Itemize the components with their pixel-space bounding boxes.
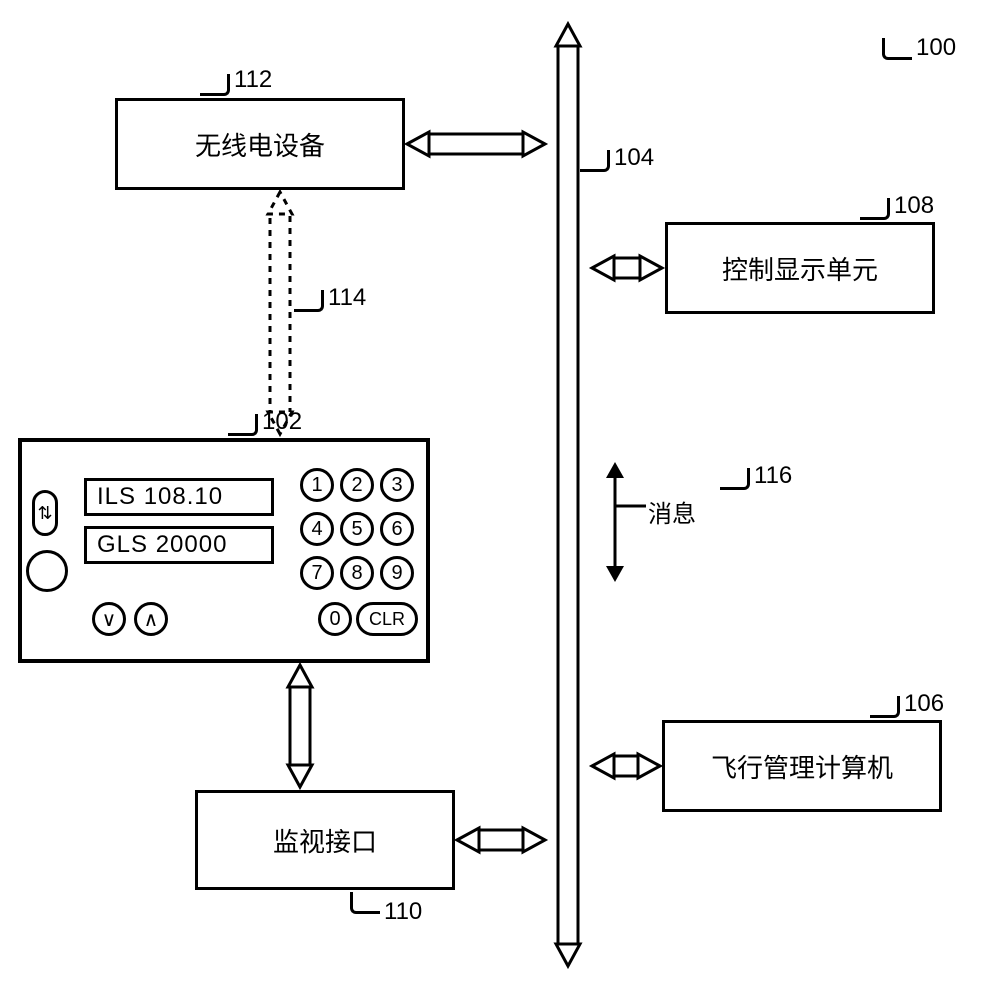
- tick-110: [350, 892, 380, 914]
- tune-knob[interactable]: [26, 550, 68, 592]
- swap-knob[interactable]: ⇅: [32, 490, 58, 536]
- down-button[interactable]: ∨: [92, 602, 126, 636]
- tick-108: [860, 198, 890, 220]
- swap-icon: ⇅: [37, 503, 52, 524]
- ref-100: 100: [916, 34, 956, 62]
- ref-102: 102: [262, 408, 302, 436]
- key-4[interactable]: 4: [300, 512, 334, 546]
- tick-102: [228, 414, 258, 436]
- key-2[interactable]: 2: [340, 468, 374, 502]
- tick-106: [870, 696, 900, 718]
- clear-button[interactable]: CLR: [356, 602, 418, 636]
- block-radio: 无线电设备: [115, 98, 405, 190]
- block-radio-label: 无线电设备: [195, 126, 325, 163]
- block-monitor-label: 监视接口: [273, 822, 377, 859]
- display-line-2: GLS 20000: [84, 526, 274, 564]
- key-6[interactable]: 6: [380, 512, 414, 546]
- key-9[interactable]: 9: [380, 556, 414, 590]
- display-line-1: ILS 108.10: [84, 478, 274, 516]
- key-5[interactable]: 5: [340, 512, 374, 546]
- key-7[interactable]: 7: [300, 556, 334, 590]
- block-cdu: 控制显示单元: [665, 222, 935, 314]
- message-label: 消息: [648, 494, 696, 529]
- tick-116: [720, 468, 750, 490]
- ref-114: 114: [328, 284, 366, 312]
- ref-106: 106: [904, 690, 944, 718]
- block-fmc-label: 飞行管理计算机: [711, 748, 893, 785]
- ref-110: 110: [384, 898, 422, 926]
- key-0[interactable]: 0: [318, 602, 352, 636]
- tick-100: [882, 38, 912, 60]
- tick-104: [580, 150, 610, 172]
- control-panel: ⇅ ILS 108.10 GLS 20000 ∨ ∧ 1 2 3 4 5 6 7…: [18, 438, 430, 663]
- key-3[interactable]: 3: [380, 468, 414, 502]
- block-cdu-label: 控制显示单元: [722, 250, 878, 287]
- tick-112: [200, 74, 230, 96]
- ref-104: 104: [614, 144, 654, 172]
- up-button[interactable]: ∧: [134, 602, 168, 636]
- ref-112: 112: [234, 66, 272, 94]
- key-1[interactable]: 1: [300, 468, 334, 502]
- tick-114: [294, 290, 324, 312]
- ref-108: 108: [894, 192, 934, 220]
- key-8[interactable]: 8: [340, 556, 374, 590]
- block-monitor: 监视接口: [195, 790, 455, 890]
- diagram-canvas: 无线电设备 控制显示单元 监视接口 飞行管理计算机 ⇅ ILS 108.10 G…: [0, 0, 1000, 991]
- block-fmc: 飞行管理计算机: [662, 720, 942, 812]
- ref-116: 116: [754, 462, 792, 490]
